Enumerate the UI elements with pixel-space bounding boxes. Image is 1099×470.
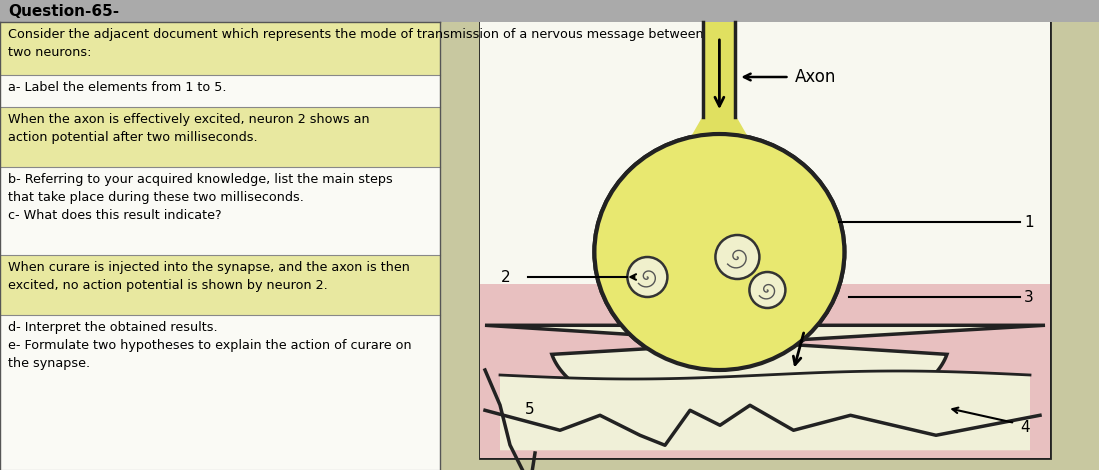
FancyBboxPatch shape <box>0 22 440 75</box>
Text: 1: 1 <box>1024 214 1034 229</box>
Text: d- Interpret the obtained results.
e- Formulate two hypotheses to explain the ac: d- Interpret the obtained results. e- Fo… <box>8 321 412 370</box>
Text: Question-65-: Question-65- <box>8 3 119 18</box>
Text: 3: 3 <box>1024 290 1034 305</box>
FancyBboxPatch shape <box>0 107 440 167</box>
Circle shape <box>715 235 759 279</box>
Ellipse shape <box>595 134 844 370</box>
Text: Axon: Axon <box>795 68 835 86</box>
Text: b- Referring to your acquired knowledge, list the main steps
that take place dur: b- Referring to your acquired knowledge,… <box>8 173 392 222</box>
FancyBboxPatch shape <box>0 167 440 255</box>
Polygon shape <box>485 325 1045 430</box>
Text: 4: 4 <box>1020 421 1030 436</box>
FancyBboxPatch shape <box>0 75 440 107</box>
FancyBboxPatch shape <box>0 315 440 470</box>
Circle shape <box>628 257 667 297</box>
Text: Consider the adjacent document which represents the mode of transmission of a ne: Consider the adjacent document which rep… <box>8 28 703 59</box>
FancyBboxPatch shape <box>0 255 440 315</box>
FancyBboxPatch shape <box>480 283 1050 458</box>
Text: When the axon is effectively excited, neuron 2 shows an
action potential after t: When the axon is effectively excited, ne… <box>8 113 369 144</box>
Text: When curare is injected into the synapse, and the axon is then
excited, no actio: When curare is injected into the synapse… <box>8 261 410 292</box>
FancyBboxPatch shape <box>480 22 1050 458</box>
Ellipse shape <box>595 134 844 370</box>
Text: 2: 2 <box>500 269 510 284</box>
Text: a- Label the elements from 1 to 5.: a- Label the elements from 1 to 5. <box>8 81 226 94</box>
Circle shape <box>750 272 786 308</box>
FancyBboxPatch shape <box>480 22 1050 283</box>
FancyBboxPatch shape <box>0 0 1099 22</box>
Text: 5: 5 <box>525 402 534 417</box>
